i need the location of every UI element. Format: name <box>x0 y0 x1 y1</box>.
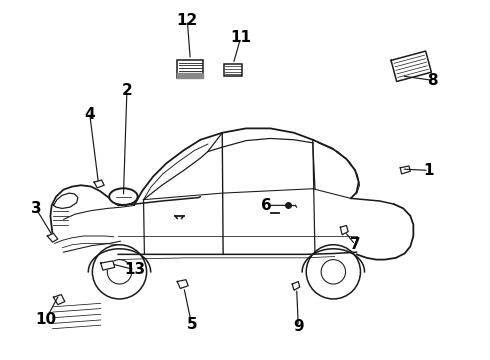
Text: 3: 3 <box>31 201 41 216</box>
Polygon shape <box>53 193 78 208</box>
Text: 6: 6 <box>261 198 271 213</box>
Text: 8: 8 <box>427 73 438 88</box>
Polygon shape <box>53 294 65 305</box>
Polygon shape <box>177 73 203 78</box>
Text: 12: 12 <box>177 13 198 28</box>
Text: 10: 10 <box>35 311 56 327</box>
Bar <box>224 64 243 76</box>
Polygon shape <box>94 180 104 188</box>
Text: 2: 2 <box>122 83 132 98</box>
Polygon shape <box>391 51 431 81</box>
Ellipse shape <box>109 188 138 205</box>
Polygon shape <box>48 233 58 242</box>
Text: 5: 5 <box>186 317 197 332</box>
Text: 9: 9 <box>293 319 304 334</box>
Polygon shape <box>100 261 115 270</box>
Polygon shape <box>341 225 348 235</box>
Polygon shape <box>292 282 300 290</box>
Text: 13: 13 <box>124 262 146 277</box>
Bar <box>177 60 203 78</box>
Polygon shape <box>177 280 188 288</box>
Polygon shape <box>400 166 410 174</box>
Text: 7: 7 <box>350 237 361 252</box>
Text: 1: 1 <box>423 163 434 178</box>
Text: 4: 4 <box>84 107 95 122</box>
Text: 11: 11 <box>230 30 251 45</box>
